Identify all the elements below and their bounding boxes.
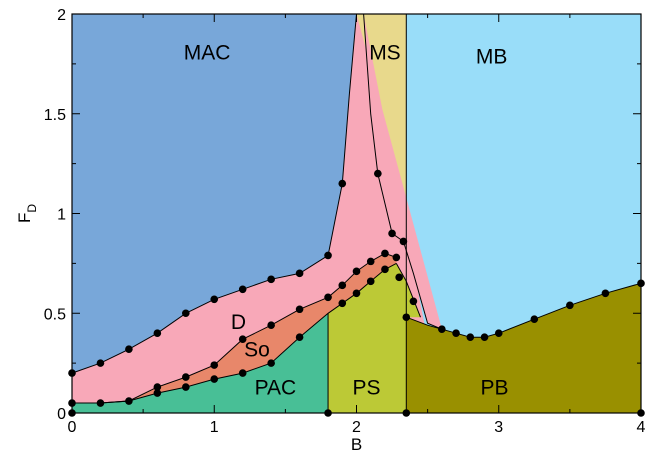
data-point [395,274,403,282]
data-point [154,329,162,337]
data-point [267,276,275,284]
data-point [210,361,218,369]
region-label-pb: PB [480,377,508,400]
data-point [324,293,332,301]
data-point [381,250,389,258]
data-point [367,258,375,266]
phase-regions [72,14,641,413]
data-point [353,290,361,298]
data-point [296,333,304,341]
data-point [495,329,503,337]
data-point [210,375,218,383]
data-point [97,359,105,367]
data-point [374,170,382,178]
region-label-mb: MB [476,45,508,68]
y-axis-label: FD [15,204,39,223]
data-point [602,290,610,298]
data-point [452,329,460,337]
data-point [239,369,247,377]
y-tick-label: 0 [57,406,66,423]
region-label-ps: PS [352,377,380,400]
data-point [182,309,190,317]
data-point [97,399,105,407]
region-label-mac: MAC [184,41,231,64]
data-point [481,333,489,341]
data-point [338,282,346,290]
y-tick-label: 1 [57,207,66,224]
data-point [410,297,418,305]
data-point [531,315,539,323]
x-tick-label: 0 [68,419,77,436]
data-point [324,252,332,260]
data-point [210,295,218,303]
data-point [393,254,401,262]
data-point [402,313,410,321]
data-point [239,286,247,294]
data-point [388,230,396,238]
data-point [400,238,408,246]
region-label-ms: MS [369,41,401,64]
data-point [338,299,346,307]
region-label-pac: PAC [255,377,297,400]
region-label-so: So [244,339,270,362]
data-point [182,373,190,381]
data-point [467,333,475,341]
y-axis-label-main: F [15,213,34,223]
y-tick-label: 0.5 [44,306,66,323]
region-label-d: D [231,311,246,334]
data-point [438,325,446,333]
x-tick-label: 2 [352,419,361,436]
data-point [367,278,375,286]
x-tick-label: 1 [210,419,219,436]
data-point [353,268,361,276]
x-axis-label: B [351,435,362,454]
data-point [338,180,346,188]
data-point [296,270,304,278]
data-point [125,345,133,353]
y-tick-label: 1.5 [44,107,66,124]
x-tick-label: 3 [494,419,503,436]
data-point [566,301,574,309]
data-point [125,397,133,405]
y-axis-label-sub: D [25,204,39,213]
data-point [267,321,275,329]
data-point [296,305,304,313]
data-point [182,383,190,391]
y-tick-label: 2 [57,7,66,24]
x-tick-label: 4 [637,419,646,436]
data-point [381,266,389,274]
data-point [154,389,162,397]
